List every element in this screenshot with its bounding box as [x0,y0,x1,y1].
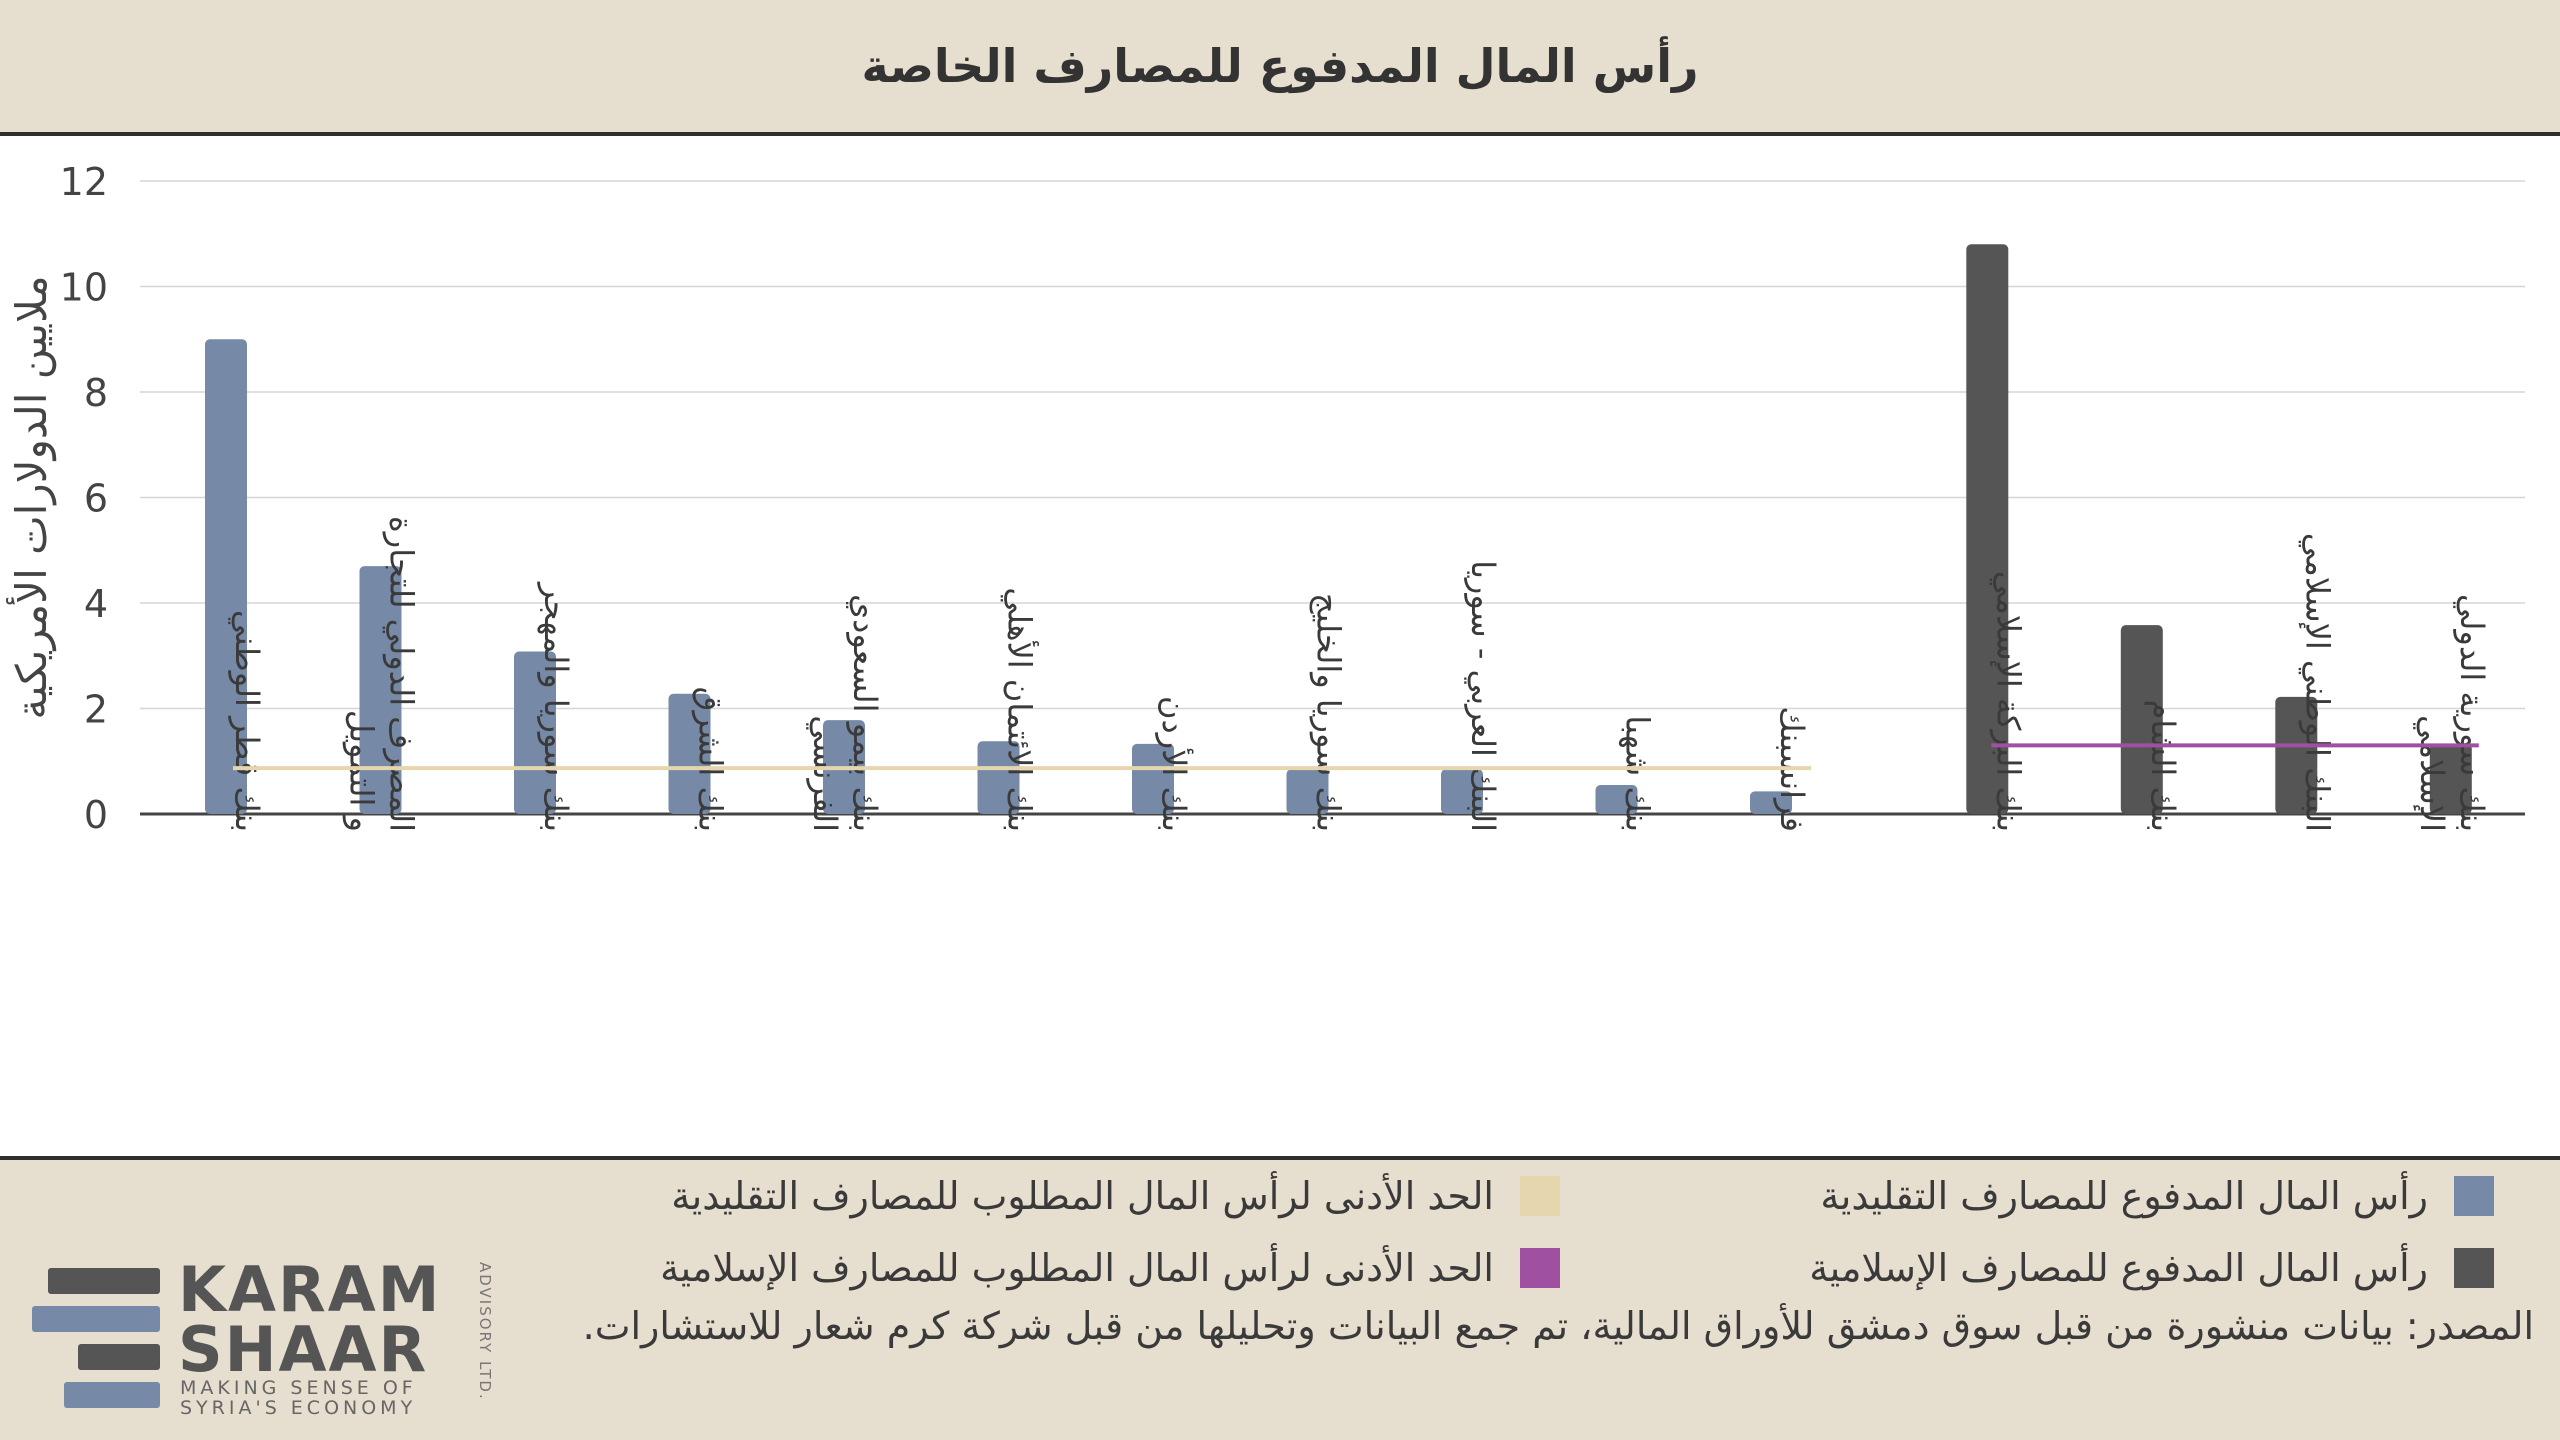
y-tick-label: 12 [60,160,108,204]
category-label-line: بنك سوريا والمهجر [537,581,575,832]
category-label-line: بنك الشرق [692,687,730,832]
bar [1750,791,1792,814]
logo-tagline-line1: MAKING SENSE OF [180,1377,417,1399]
chart-title: رأس المال المدفوع للمصارف الخاصة [861,39,1699,93]
logo-bar-1 [48,1268,160,1294]
category-label-line: و التمويل [343,710,381,832]
category-label: بنك الأردن [1155,696,1194,832]
logo-bar-2 [32,1306,160,1332]
legend-label-islamic-paid: رأس المال المدفوع للمصارف الإسلامية [1809,1246,2428,1290]
bar [1441,769,1483,814]
logo-name-line2: SHAAR [178,1313,429,1386]
legend-swatch-islamic-paid [2454,1248,2494,1288]
category-label-line: البنك العربي - سوريا [1464,560,1502,832]
category-label-line: بنك بيمو السعودي [846,594,884,832]
bar [2429,743,2472,814]
legend-swatch-islamic-min [1520,1248,1560,1288]
bar [2275,696,2318,814]
bar [514,651,556,814]
legend-swatch-conventional-paid [2454,1176,2494,1216]
category-label: بنك بيمو السعوديالفرنسي [806,594,884,832]
logo-wordmark: KARAM SHAAR [178,1253,478,1386]
category-label: بنك سوريا والمهجر [537,581,575,832]
category-label-line: البنك الوطني الإسلامي [2298,533,2336,832]
y-tick-label: 2 [84,688,108,732]
company-logo: KARAM SHAAR MAKING SENSE OF SYRIA'S ECON… [28,1253,494,1420]
bar [1286,769,1329,814]
legend-label-conventional-paid: رأس المال المدفوع للمصارف التقليدية [1820,1174,2428,1218]
y-tick-label: 4 [84,582,108,626]
category-label-line: الإسلامي [2413,715,2451,832]
source-note: المصدر: بيانات منشورة من قبل سوق دمشق لل… [582,1304,2534,1348]
legend-label-conventional-min: الحد الأدنى لرأس المال المطلوب للمصارف ا… [671,1174,1494,1218]
category-label: البنك العربي - سوريا [1464,560,1502,832]
category-label: بنك الشرق [692,687,730,832]
category-label-line: المصرف الدولي للتجارة [383,516,421,832]
category-label: بنك الشام [2144,700,2182,832]
logo-tagline: MAKING SENSE OF SYRIA'S ECONOMY [180,1378,480,1418]
chart-header: رأس المال المدفوع للمصارف الخاصة [0,0,2560,136]
y-axis-label: ملايين الدولارات الأمريكية [5,275,56,719]
bar [2120,625,2163,814]
bar [668,693,711,814]
category-label-line: بنك سورية الدولي [2453,594,2491,832]
legend-swatch-conventional-min [1520,1176,1560,1216]
category-label: بنك الائتمان الأهلي [1001,587,1040,832]
bar [977,741,1020,814]
category-label-line: الفرنسي [806,715,844,832]
chart-footer: رأس المال المدفوع للمصارف التقليدية رأس … [0,1160,2560,1440]
category-label-line: بنك الشام [2144,700,2182,832]
category-label: بنك قطر الوطني [228,610,266,832]
category-label-line: بنك شهبا [1619,715,1657,832]
legend-item-islamic-min: الحد الأدنى لرأس المال المطلوب للمصارف ا… [660,1246,1560,1290]
category-label-line: بنك سوريا والخليج [1310,593,1348,832]
category-label: بنك سوريا والخليج [1310,593,1348,832]
logo-tagline-line2: SYRIA'S ECONOMY [180,1397,417,1419]
bar-chart: 0 2 4 6 8 10 12 ملايين الدولارات الأمريكية بنك ق… [5,160,2525,837]
bar [1595,784,1638,814]
bar [1966,244,2009,815]
category-label: البنك الوطني الإسلامي [2298,533,2336,832]
category-label-line: بنك الائتمان الأهلي [1001,587,1040,832]
logo-bar-4 [64,1382,160,1408]
y-tick-label: 0 [84,793,108,837]
legend-item-conventional-min: الحد الأدنى لرأس المال المطلوب للمصارف ا… [671,1174,1560,1218]
bar [1132,743,1174,814]
category-label-line: بنك البركة الإسلامي [1989,571,2027,832]
y-tick-label: 10 [60,266,108,310]
category-label: المصرف الدولي للتجارةو التمويل [343,516,421,832]
logo-side-text: ADVISORY LTD. [476,1262,494,1401]
category-label: بنك سورية الدوليالإسلامي [2413,594,2491,832]
legend-item-conventional-paid: رأس المال المدفوع للمصارف التقليدية [1820,1174,2494,1218]
bar [359,566,402,814]
bar [205,339,247,814]
chart-area: 0 2 4 6 8 10 12 ملايين الدولارات الأمريكية بنك ق… [0,136,2560,1160]
y-tick-label: 6 [84,477,108,521]
logo-name-line1: KARAM [178,1253,442,1326]
logo-bar-3 [78,1344,160,1370]
category-label-line: بنك الأردن [1155,696,1194,832]
category-label-line: بنك قطر الوطني [228,610,266,832]
legend-item-islamic-paid: رأس المال المدفوع للمصارف الإسلامية [1809,1246,2494,1290]
legend-label-islamic-min: الحد الأدنى لرأس المال المطلوب للمصارف ا… [660,1246,1494,1290]
y-tick-label: 8 [84,371,108,415]
category-label: بنك البركة الإسلامي [1989,571,2027,832]
category-label: بنك شهبا [1619,715,1657,832]
